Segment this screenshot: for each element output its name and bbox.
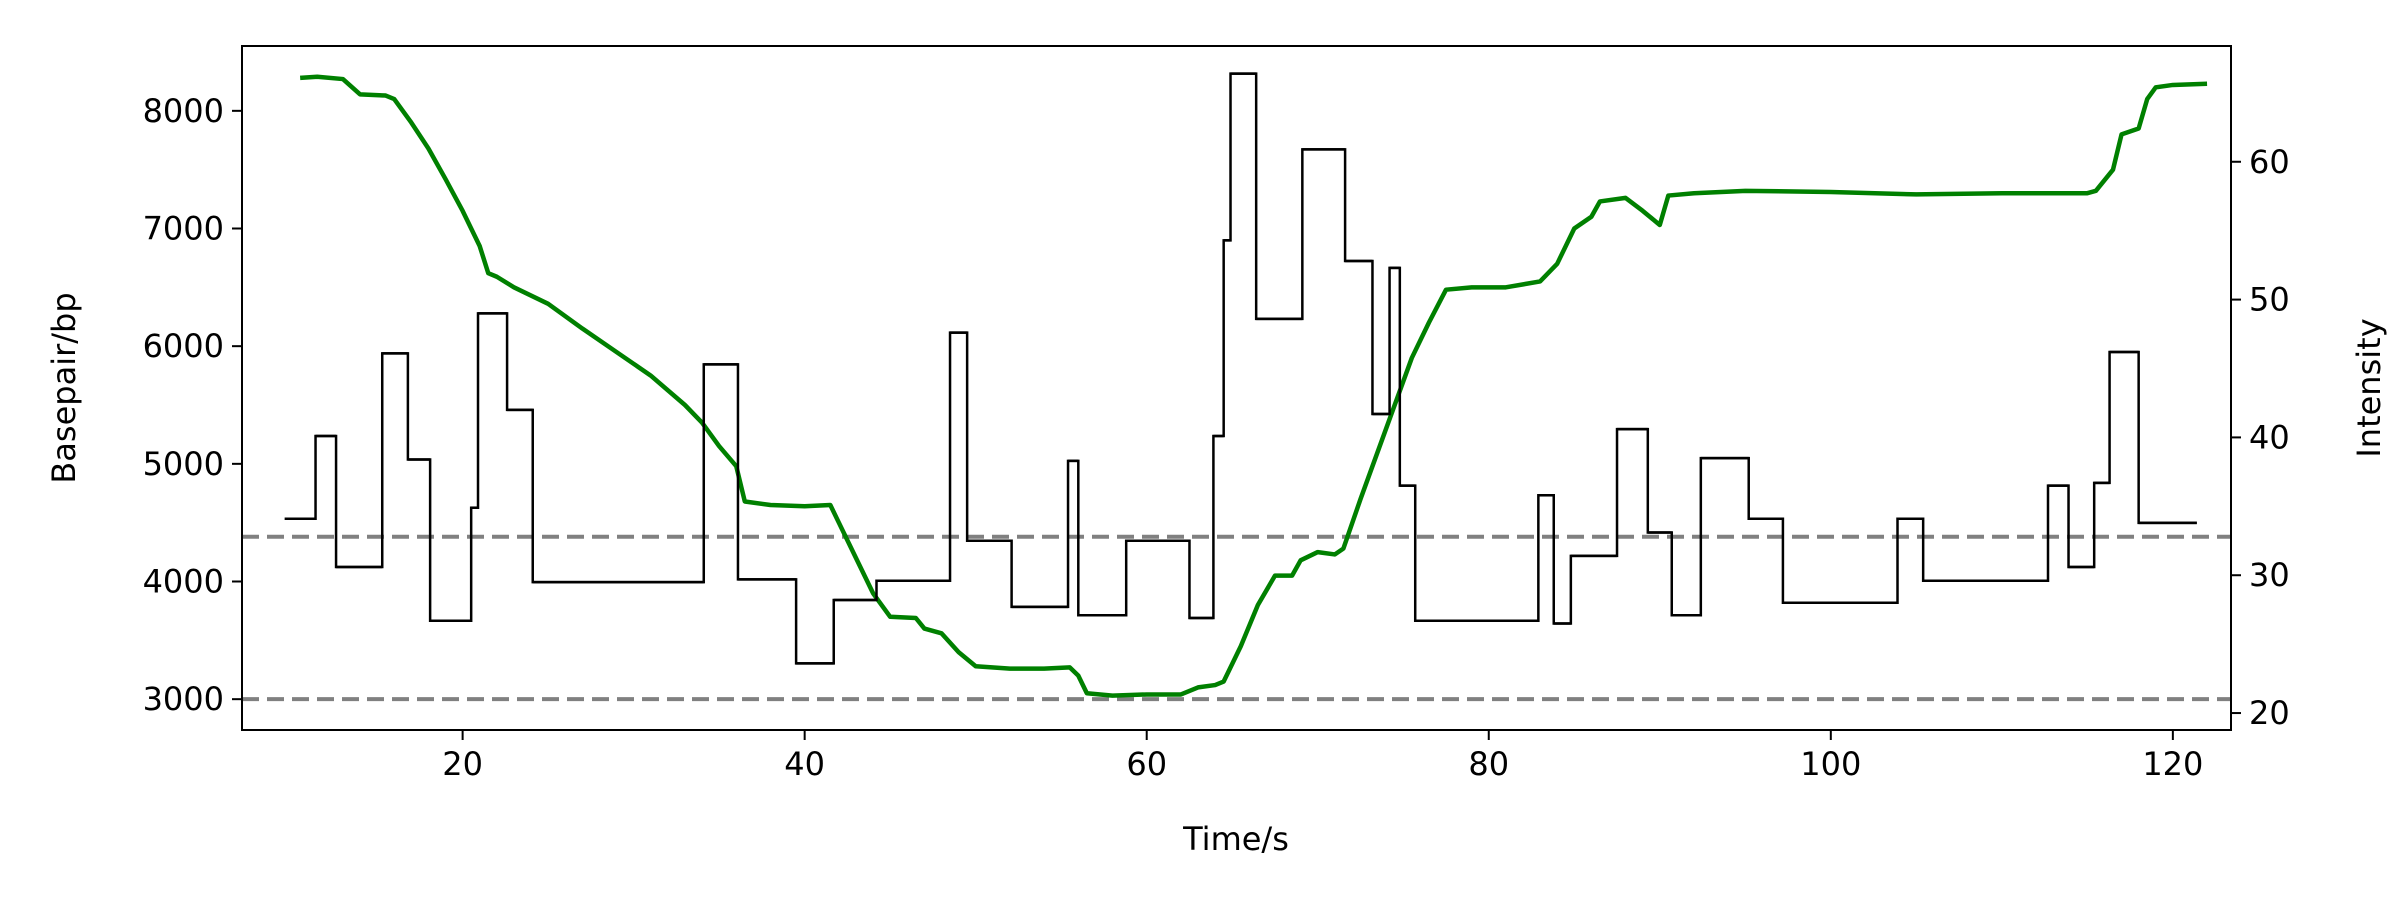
plot-frame: [241, 45, 2232, 731]
step-outline: [284, 72, 2197, 665]
y-tick-label: 4000: [143, 563, 224, 601]
y2-tick-label: 30: [2249, 556, 2290, 594]
x-tick-label: 100: [1800, 745, 1861, 783]
y-tick-label: 8000: [143, 92, 224, 130]
y2-tick-label: 40: [2249, 418, 2290, 456]
y2-tick-label: 50: [2249, 281, 2290, 319]
x-tick-label: 40: [784, 745, 825, 783]
y-tick-label: 6000: [143, 327, 224, 365]
data-line: [299, 74, 2208, 698]
y-tick-label: 7000: [143, 210, 224, 248]
y2-tick-label: 20: [2249, 694, 2290, 732]
x-tick-label: 80: [1468, 745, 1509, 783]
y2-axis-label: Intensity: [2350, 318, 2388, 457]
y-tick-label: 5000: [143, 445, 224, 483]
x-tick-label: 60: [1126, 745, 1167, 783]
y-tick-label: 3000: [143, 680, 224, 718]
y2-tick-label: 60: [2249, 143, 2290, 181]
x-tick-label: 20: [442, 745, 483, 783]
y-axis-label: Basepair/bp: [45, 292, 83, 483]
x-axis-label: Time/s: [1182, 820, 1289, 858]
x-tick-label: 120: [2142, 745, 2203, 783]
